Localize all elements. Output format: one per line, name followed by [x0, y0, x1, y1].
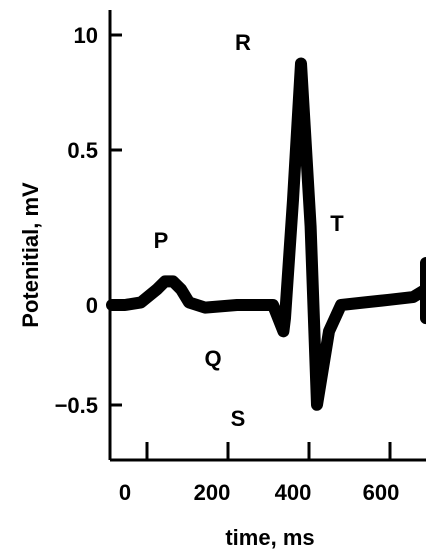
wave-label-s: S [231, 406, 246, 431]
wave-label-t: T [330, 211, 344, 236]
wave-label-p: P [154, 228, 169, 253]
y-tick-label: 10 [74, 23, 98, 48]
wave-label-r: R [235, 30, 251, 55]
y-tick-label: 0.5 [67, 138, 98, 163]
x-tick-label: 0 [119, 480, 131, 505]
wave-label-q: Q [204, 346, 221, 371]
y-tick-label: −0.5 [55, 393, 98, 418]
y-tick-label: 0 [86, 293, 98, 318]
wave-labels: P Q R S T [154, 30, 345, 431]
qrs-complex [271, 63, 331, 406]
x-tick-label: 600 [363, 480, 400, 505]
x-tick-label: 400 [275, 480, 312, 505]
y-ticks: 10 0.5 0 −0.5 [55, 23, 122, 418]
y-axis-title: Potenitial, mV [18, 182, 43, 328]
x-tick-label: 200 [194, 480, 231, 505]
axes [108, 10, 426, 462]
x-axis-title: time, ms [225, 525, 314, 550]
x-ticks: 0 200 400 600 [119, 442, 399, 505]
